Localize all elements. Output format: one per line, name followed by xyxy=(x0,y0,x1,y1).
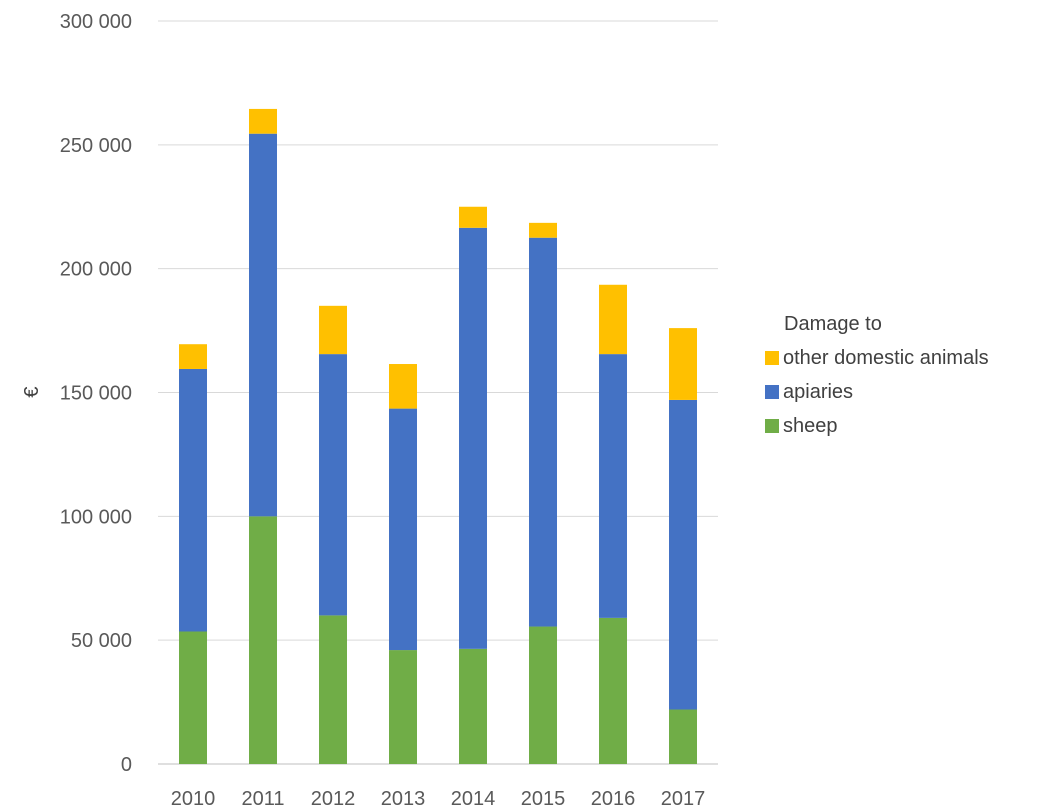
bar-segment-sheep xyxy=(179,631,207,764)
bar-segment-sheep xyxy=(459,648,487,764)
y-tick-label: 0 xyxy=(121,754,132,776)
legend-swatch xyxy=(765,385,779,399)
bar-segment-apiaries xyxy=(599,354,627,618)
legend-swatch xyxy=(765,351,779,365)
bar-segment-sheep xyxy=(669,709,697,764)
legend-title: Damage to xyxy=(784,313,882,335)
x-tick-label: 2011 xyxy=(241,788,284,809)
x-tick-label: 2014 xyxy=(451,788,496,809)
x-tick-label: 2017 xyxy=(661,788,706,809)
bar-segment-sheep xyxy=(529,626,557,764)
bar-segment-other-domestic-animals xyxy=(319,305,347,355)
gridlines xyxy=(158,20,718,765)
y-tick-label: 50 000 xyxy=(71,630,132,652)
bar-segment-other-domestic-animals xyxy=(459,206,487,228)
y-tick-label: 200 000 xyxy=(60,259,132,281)
bar-segment-apiaries xyxy=(389,408,417,651)
bar-segment-apiaries xyxy=(249,133,277,517)
bar-segment-sheep xyxy=(599,617,627,764)
bar-segment-sheep xyxy=(389,650,417,764)
bar-segment-sheep xyxy=(319,615,347,764)
bar-segment-other-domestic-animals xyxy=(529,222,557,238)
x-axis-tick-labels: 2010 2011 2012 2013 2014 2015 2016 2017 xyxy=(171,788,706,809)
bar-segment-other-domestic-animals xyxy=(389,364,417,409)
y-tick-label: 300 000 xyxy=(60,11,132,33)
y-tick-label: 100 000 xyxy=(60,506,132,528)
legend-label: sheep xyxy=(783,415,838,437)
y-tick-label: 150 000 xyxy=(60,383,132,405)
bar-segment-apiaries xyxy=(319,354,347,616)
bar-segment-sheep xyxy=(249,516,277,764)
bars xyxy=(179,108,697,764)
bar-segment-other-domestic-animals xyxy=(599,284,627,355)
bar-segment-apiaries xyxy=(459,227,487,649)
bar-segment-other-domestic-animals xyxy=(669,328,697,400)
bar-segment-apiaries xyxy=(529,237,557,627)
bar-segment-other-domestic-animals xyxy=(249,108,277,134)
bar-segment-apiaries xyxy=(179,368,207,632)
x-tick-label: 2013 xyxy=(381,788,426,809)
x-tick-label: 2010 xyxy=(171,788,216,809)
x-tick-label: 2012 xyxy=(311,788,356,809)
legend-label: other domestic animals xyxy=(783,347,989,369)
y-axis-tick-labels: 0 50 000 100 000 150 000 200 000 250 000 300 0… xyxy=(60,11,132,776)
x-tick-label: 2016 xyxy=(591,788,636,809)
y-axis-label: € xyxy=(21,386,43,397)
bar-segment-other-domestic-animals xyxy=(179,344,207,369)
legend: Damage to other domestic animals apiaries… xyxy=(765,313,989,437)
x-tick-label: 2015 xyxy=(521,788,566,809)
legend-swatch xyxy=(765,419,779,433)
y-tick-label: 250 000 xyxy=(60,135,132,157)
legend-label: apiaries xyxy=(783,381,853,403)
bar-segment-apiaries xyxy=(669,399,697,710)
